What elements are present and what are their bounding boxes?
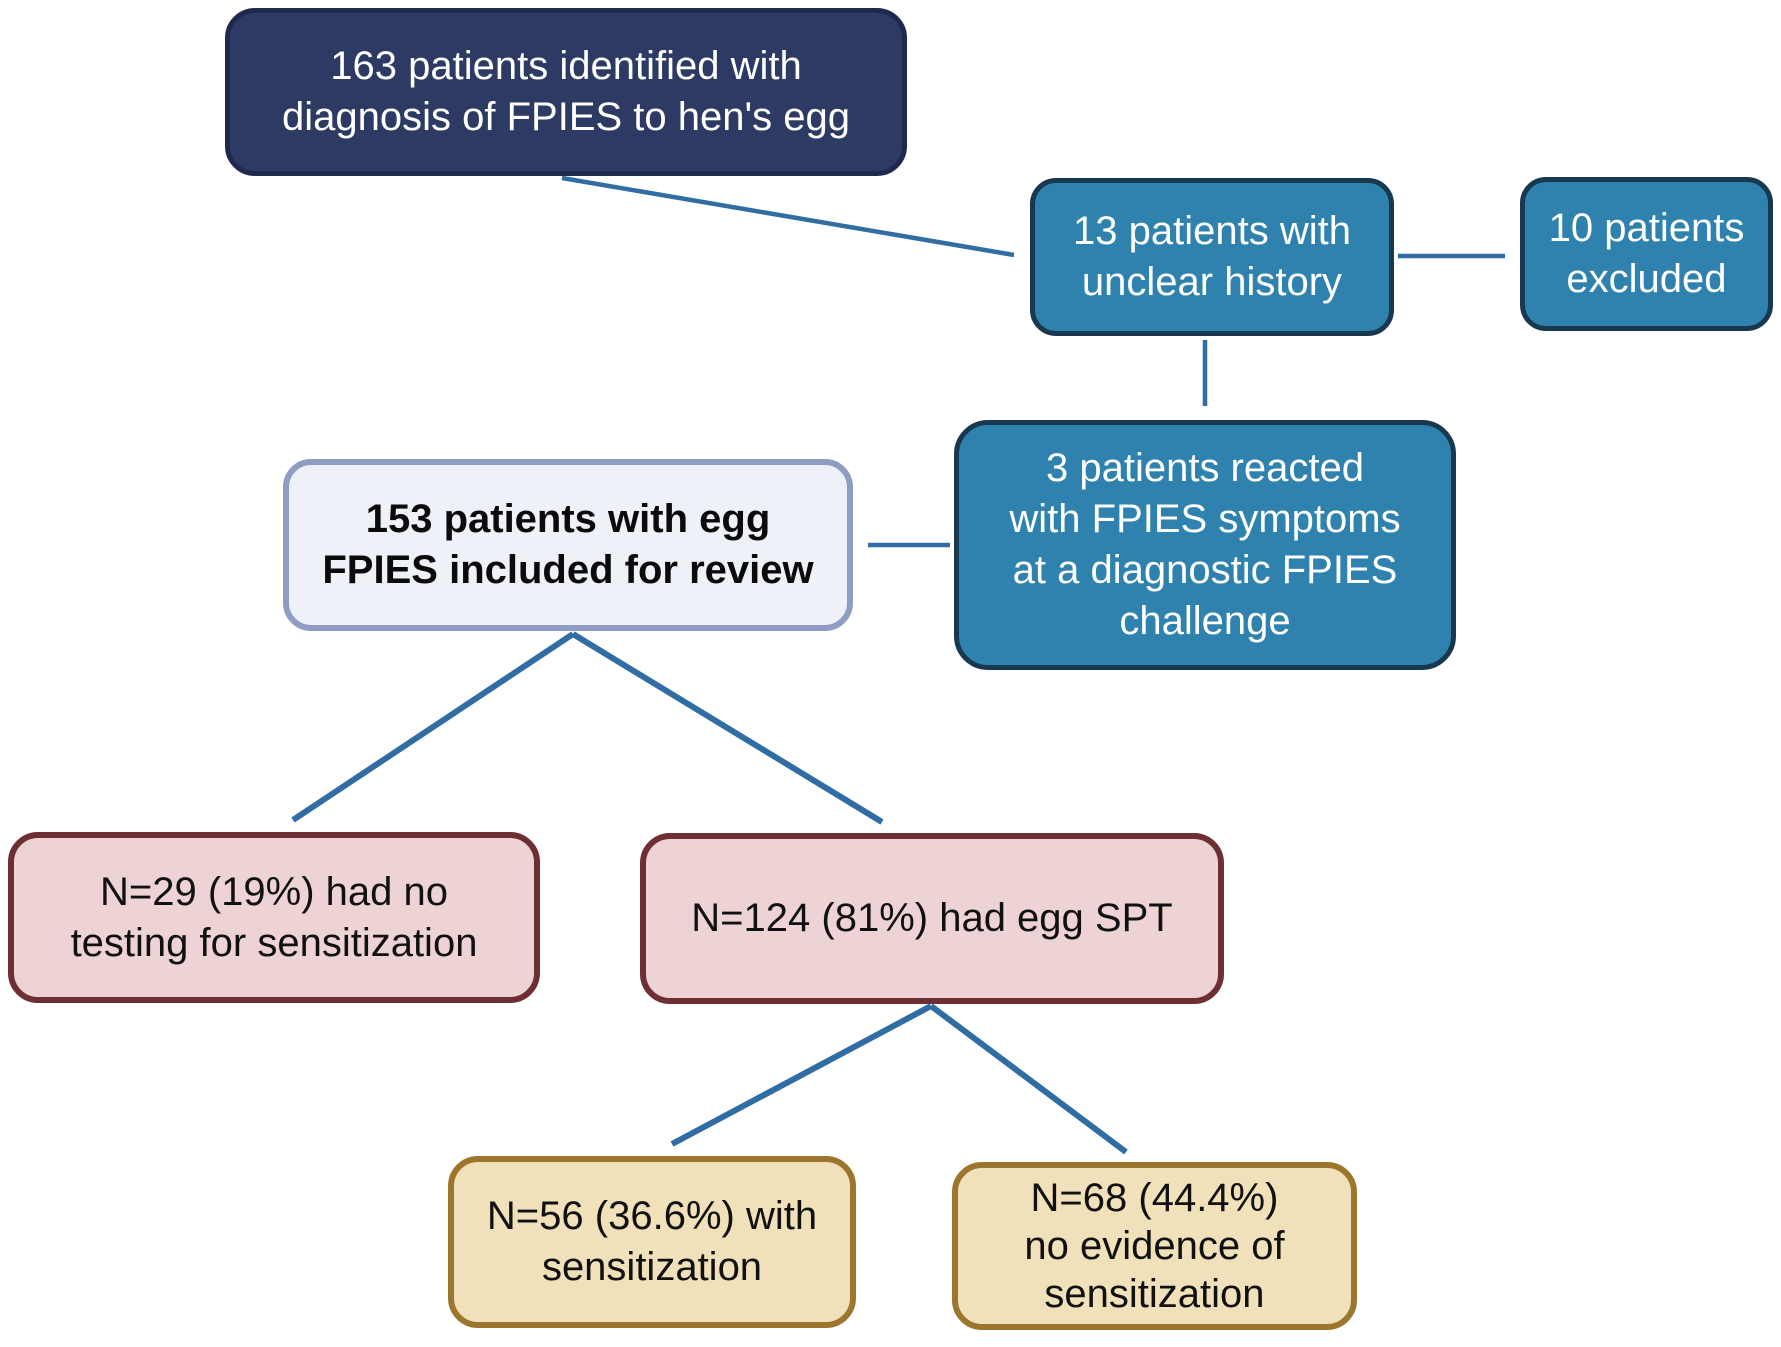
node-fpies-challenge: 3 patients reacted with FPIES symptoms a… (954, 420, 1456, 670)
arrow-included-to-had-spt (571, 631, 884, 825)
node-with-sensitization: N=56 (36.6%) with sensitization (448, 1156, 856, 1328)
node-included-for-review: 153 patients with egg FPIES included for… (283, 459, 853, 631)
arrow-included-to-no-testing (291, 631, 575, 823)
node-patients-excluded: 10 patients excluded (1520, 177, 1773, 331)
node-had-egg-spt: N=124 (81%) had egg SPT (640, 833, 1224, 1004)
node-unclear-history: 13 patients with unclear history (1030, 178, 1394, 336)
node-patients-identified: 163 patients identified with diagnosis o… (225, 8, 907, 176)
node-no-evidence-sensitization: N=68 (44.4%) no evidence of sensitizatio… (952, 1162, 1357, 1330)
arrow-identified-to-unclear (561, 175, 1015, 258)
arrow-had-spt-to-not-sensitized (929, 1003, 1128, 1155)
arrow-had-spt-to-sensitized (670, 1003, 933, 1147)
node-no-testing: N=29 (19%) had no testing for sensitizat… (8, 832, 540, 1003)
